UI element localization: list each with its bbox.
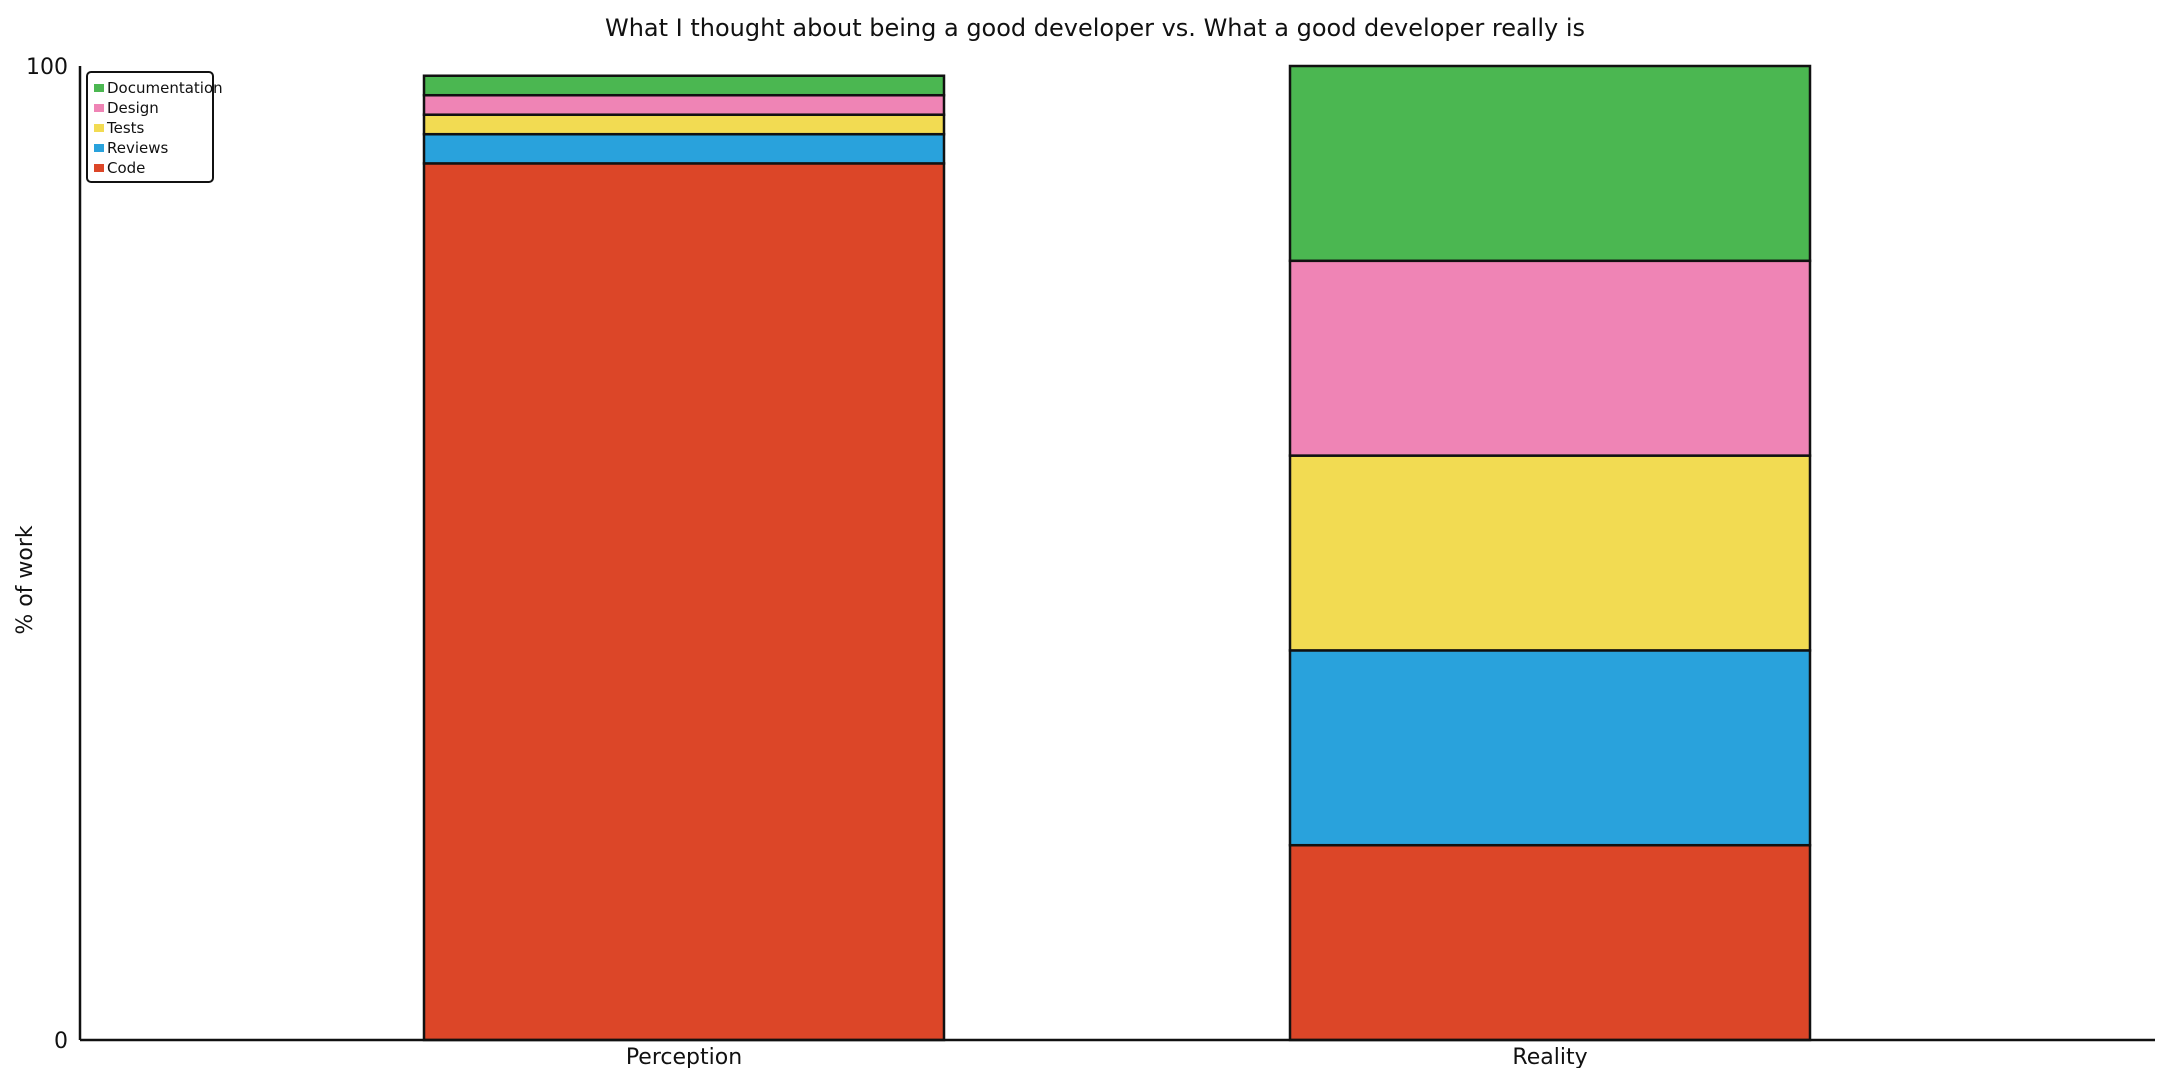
bar-segment-perception-code bbox=[422, 162, 946, 1042]
bar-segment-reality-design bbox=[1288, 259, 1812, 457]
legend-swatch-code bbox=[94, 164, 104, 172]
legend-label-tests: Tests bbox=[106, 119, 145, 137]
bar-segment-perception-tests bbox=[422, 113, 946, 136]
legend-swatch-design bbox=[94, 104, 104, 112]
bar-segment-perception-reviews bbox=[422, 132, 946, 165]
y-tick-label-0: 0 bbox=[54, 1029, 68, 1054]
legend-label-code: Code bbox=[107, 159, 145, 177]
legend-swatch-tests bbox=[94, 124, 104, 132]
legend-swatch-reviews bbox=[94, 144, 104, 152]
y-tick-label-100: 100 bbox=[26, 55, 68, 80]
axes-layer: 0 100 Perception Reality bbox=[26, 55, 2155, 1070]
bar-segment-reality-code bbox=[1288, 843, 1812, 1042]
bar-segment-perception-documentation bbox=[422, 74, 946, 97]
x-tick-label-reality: Reality bbox=[1512, 1045, 1587, 1068]
bar-segment-reality-reviews bbox=[1288, 649, 1812, 847]
chart-title: What I thought about being a good develo… bbox=[605, 14, 1585, 42]
legend-box bbox=[86, 71, 214, 183]
legend-label-design: Design bbox=[107, 99, 159, 117]
bar-segment-reality-documentation bbox=[1288, 64, 1812, 263]
legend: Documentation Design Tests Reviews Code bbox=[86, 71, 223, 183]
bar-segment-reality-tests bbox=[1288, 454, 1812, 652]
legend-label-documentation: Documentation bbox=[107, 79, 223, 97]
legend-swatch-documentation bbox=[94, 84, 104, 92]
bars-layer bbox=[422, 64, 1812, 1042]
legend-label-reviews: Reviews bbox=[107, 139, 169, 157]
bar-segment-perception-design bbox=[422, 93, 946, 116]
x-tick-label-perception: Perception bbox=[626, 1045, 742, 1068]
y-axis-label: % of work bbox=[13, 525, 38, 635]
